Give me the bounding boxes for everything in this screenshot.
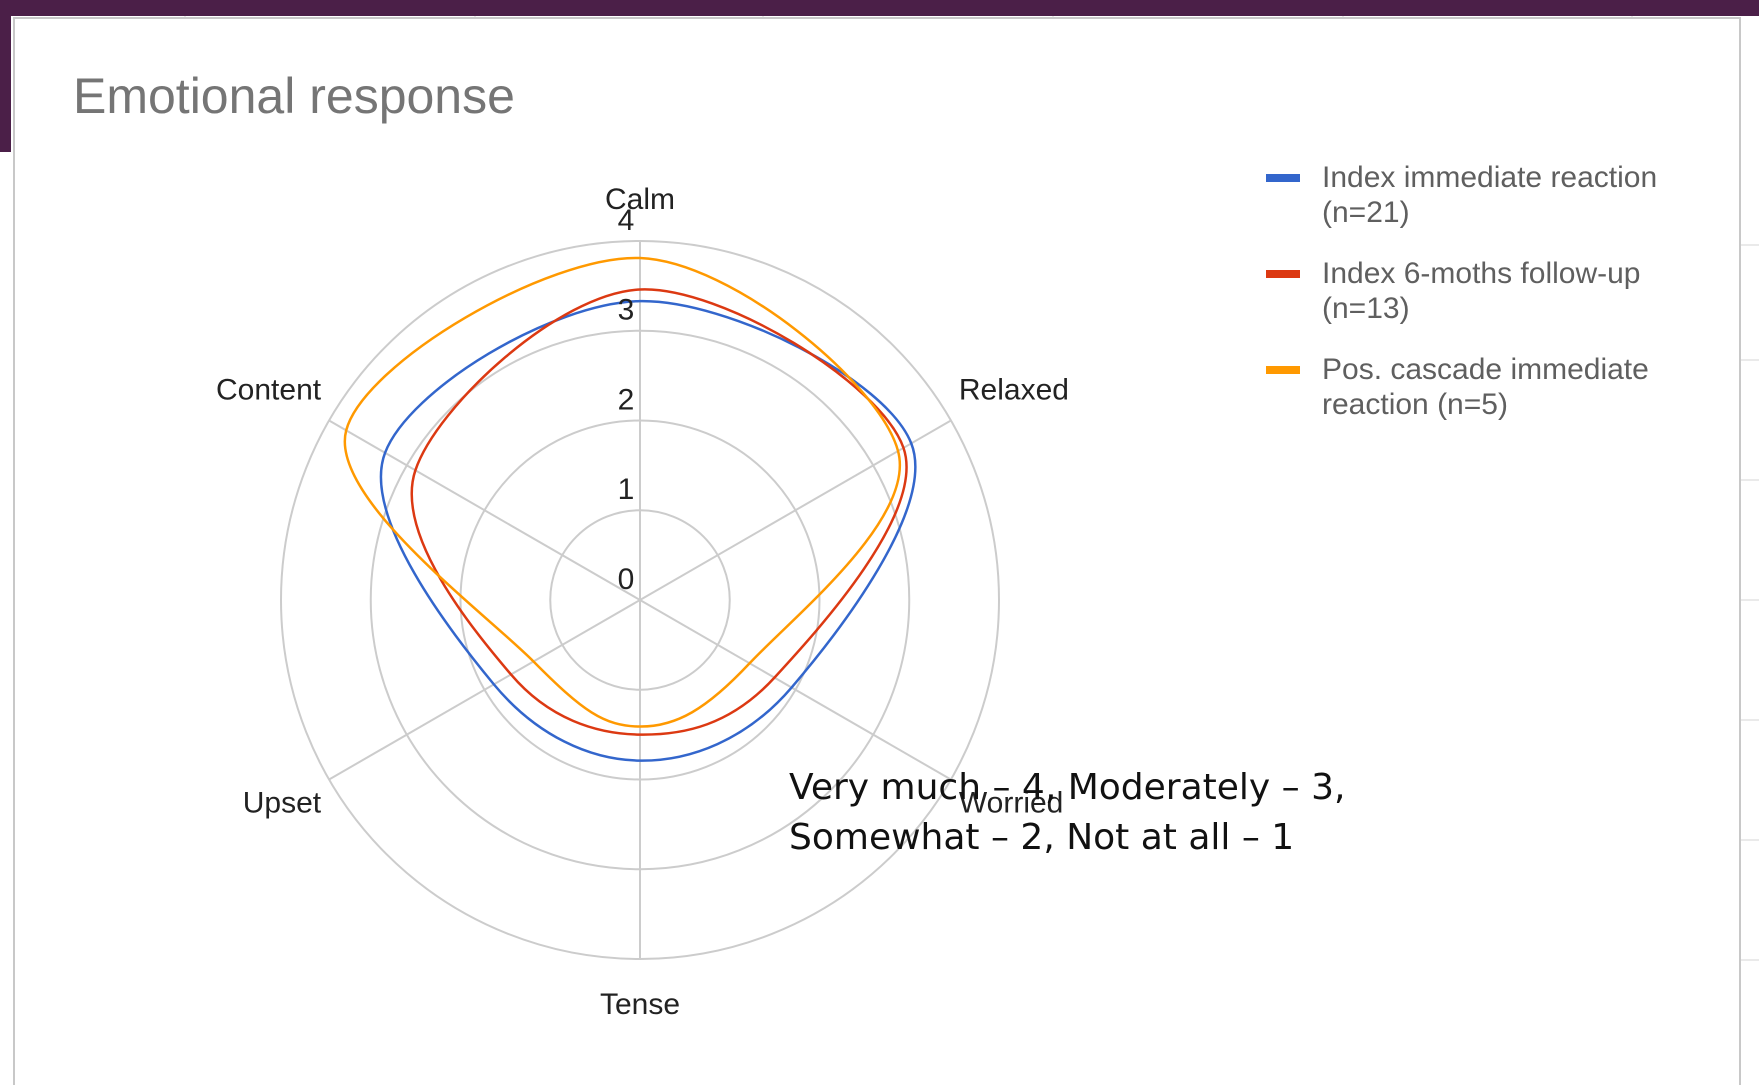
series-line	[379, 299, 917, 762]
legend-item: Index immediate reaction (n=21)	[1262, 160, 1702, 230]
r-tick-label: 2	[618, 383, 635, 416]
chart-title: Emotional response	[73, 68, 515, 124]
category-label: Content	[216, 373, 322, 406]
category-label: Calm	[605, 183, 675, 216]
spoke	[328, 419, 641, 601]
legend-item: Pos. cascade immediate reaction (n=5)	[1262, 352, 1702, 422]
r-tick-label: 4	[618, 204, 635, 237]
r-tick-label: 3	[618, 294, 635, 327]
category-label: Worried	[959, 786, 1063, 819]
legend-label: Index 6-moths follow-up (n=13)	[1322, 257, 1641, 325]
legend-label: Index immediate reaction (n=21)	[1322, 161, 1658, 229]
series-line	[410, 288, 908, 736]
category-label: Tense	[600, 988, 680, 1021]
legend: Index immediate reaction (n=21) Index 6-m…	[1262, 160, 1702, 448]
legend-swatch	[1266, 366, 1300, 374]
legend-swatch	[1266, 174, 1300, 182]
category-label: Upset	[243, 786, 322, 819]
spoke	[639, 599, 952, 781]
legend-label: Pos. cascade immediate reaction (n=5)	[1322, 353, 1649, 421]
series-line	[343, 256, 902, 728]
legend-item: Index 6-moths follow-up (n=13)	[1262, 256, 1702, 326]
spoke	[328, 599, 641, 781]
r-tick-label: 1	[618, 473, 635, 506]
annotation: Very much – 4, Moderately – 3,	[789, 767, 1345, 808]
chart-card	[13, 17, 1741, 1085]
top-bar	[0, 0, 1759, 16]
legend-swatch	[1266, 270, 1300, 278]
r-tick-label: 0	[618, 563, 635, 596]
annotation: Somewhat – 2, Not at all – 1	[789, 817, 1294, 858]
category-label: Relaxed	[959, 373, 1069, 406]
side-bar	[0, 0, 11, 152]
